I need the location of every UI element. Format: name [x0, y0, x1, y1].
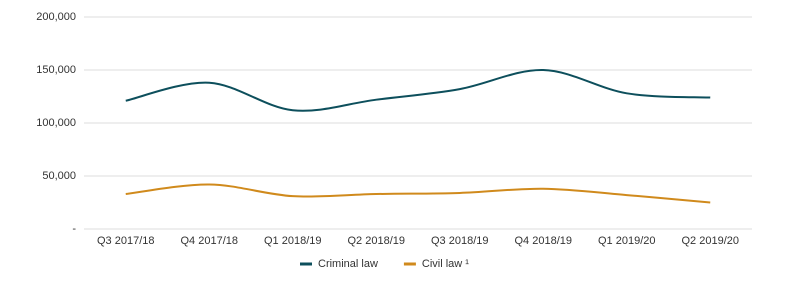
- y-tick-label: 50,000: [42, 170, 76, 182]
- x-tick-label: Q2 2019/20: [682, 235, 740, 247]
- legend-label: Civil law ¹: [422, 258, 469, 270]
- y-tick-label: 200,000: [36, 11, 76, 23]
- x-tick-label: Q1 2019/20: [598, 235, 656, 247]
- y-tick-label: 100,000: [36, 117, 76, 129]
- x-tick-label: Q4 2018/19: [515, 235, 573, 247]
- x-tick-label: Q2 2018/19: [348, 235, 406, 247]
- x-tick-label: Q3 2017/18: [97, 235, 155, 247]
- legend-label: Criminal law: [318, 258, 378, 270]
- y-tick-label: -: [72, 223, 76, 235]
- y-tick-label: 150,000: [36, 64, 76, 76]
- series-line: [125, 68, 711, 112]
- x-tick-label: Q1 2018/19: [264, 235, 322, 247]
- x-tick-label: Q4 2017/18: [181, 235, 239, 247]
- series-line: [125, 183, 711, 204]
- x-tick-label: Q3 2018/19: [431, 235, 489, 247]
